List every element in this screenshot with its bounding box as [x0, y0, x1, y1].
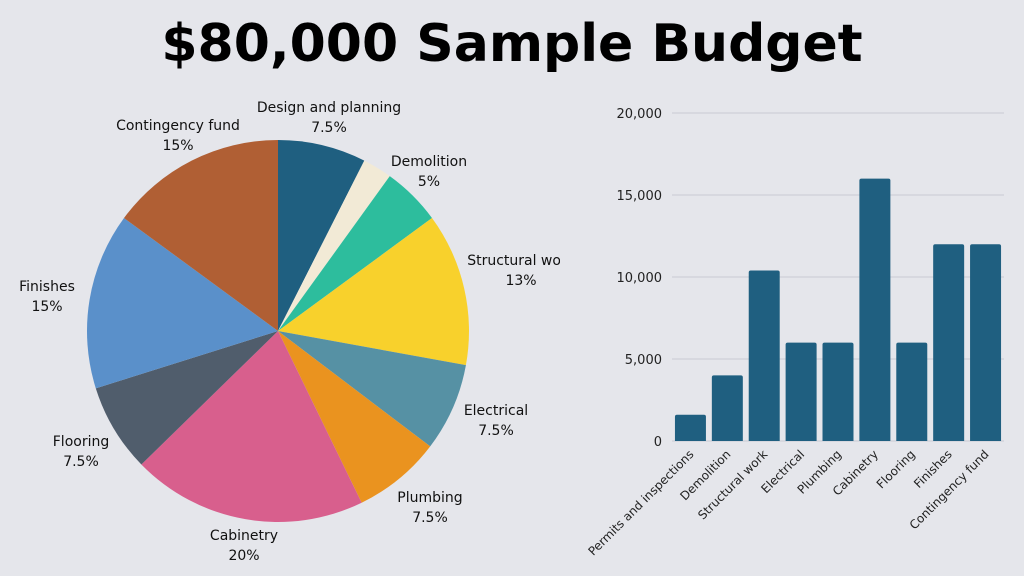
- pie-label: Structural work: [467, 253, 560, 269]
- bar-cabinetry: [859, 178, 891, 441]
- pie-percent-label: 15%: [162, 138, 193, 154]
- pie-slice-electrical: [278, 331, 466, 447]
- bar-demolition: [711, 375, 743, 441]
- y-tick-label: 15,000: [617, 189, 663, 204]
- pie-slice-plumbing: [278, 331, 431, 503]
- pie-label: Demolition: [391, 154, 467, 170]
- pie-percent-label: 7.5%: [412, 510, 448, 526]
- pie-slice-structural-work: [278, 218, 469, 366]
- y-tick-label: 10,000: [617, 271, 663, 286]
- pie-label: Flooring: [53, 434, 109, 450]
- bar-contingency-fund: [970, 244, 1002, 441]
- pie-percent-label: 20%: [228, 548, 259, 564]
- pie-chart: Design and planning 7.5% Demolition 5% Struc…: [19, 100, 560, 564]
- pie-label: Finishes: [19, 279, 75, 295]
- bar-flooring: [896, 342, 928, 441]
- bar-plumbing: [822, 342, 854, 441]
- pie-slice-demolition: [278, 176, 432, 331]
- y-tick-label: 20,000: [617, 107, 663, 122]
- x-category-label: Permits and inspections: [585, 447, 696, 558]
- bar-finishes: [933, 244, 965, 441]
- pie-slice-design-and-planning: [278, 140, 365, 331]
- pie-slice-flooring: [95, 331, 278, 465]
- x-category-label: Flooring: [874, 447, 918, 491]
- pie-percent-label: 5%: [418, 174, 440, 190]
- pie-percent-label: 7.5%: [478, 423, 514, 439]
- pie-percent-label: 7.5%: [311, 120, 347, 136]
- pie-label: Contingency fund: [116, 118, 240, 134]
- pie-slice-contingency-fund: [124, 140, 278, 331]
- bar-permits-and-inspections: [674, 414, 706, 441]
- pie-percent-label: 13%: [505, 273, 536, 289]
- pie-label: Design and planning: [257, 100, 401, 116]
- pie-slice-finishes: [86, 218, 279, 389]
- pie-label: Cabinetry: [210, 528, 278, 544]
- pie-slice-cabinetry: [141, 331, 362, 522]
- y-tick-label: 0: [654, 435, 662, 450]
- chart-title: $80,000 Sample Budget: [161, 14, 863, 74]
- bar-electrical: [785, 342, 817, 441]
- pie-slice-unlabeled: [278, 160, 390, 331]
- pie-percent-label: 7.5%: [63, 454, 99, 470]
- pie-percent-label: 15%: [31, 299, 62, 315]
- pie-label: Plumbing: [397, 490, 462, 506]
- bar-structural-work: [748, 270, 780, 441]
- pie-label: Electrical: [464, 403, 528, 419]
- y-tick-label: 5,000: [625, 353, 662, 368]
